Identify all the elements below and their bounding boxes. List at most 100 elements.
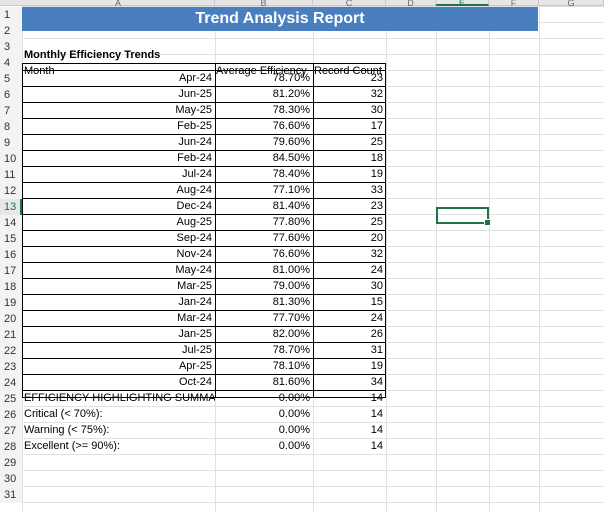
- row-header-20[interactable]: 20: [0, 311, 22, 327]
- record-count-cell[interactable]: 25: [370, 136, 383, 148]
- row-header-30[interactable]: 30: [0, 471, 22, 487]
- month-cell[interactable]: EFFICIENCY HIGHLIGHTING SUMMAR: [24, 392, 215, 404]
- row-header-9[interactable]: 9: [0, 135, 22, 151]
- record-count-cell[interactable]: 17: [370, 120, 383, 132]
- month-cell[interactable]: Feb-25: [177, 120, 212, 132]
- row-header-24[interactable]: 24: [0, 375, 22, 391]
- fill-handle[interactable]: [484, 219, 491, 226]
- month-cell[interactable]: May-24: [175, 264, 212, 276]
- efficiency-cell[interactable]: 82.00%: [272, 328, 310, 340]
- row-header-8[interactable]: 8: [0, 119, 22, 135]
- efficiency-cell[interactable]: 76.60%: [272, 120, 310, 132]
- efficiency-cell[interactable]: 81.00%: [272, 264, 310, 276]
- column-header-a[interactable]: A: [22, 0, 215, 6]
- header-average-efficiency[interactable]: Average Efficiency: [216, 65, 307, 77]
- row-header-6[interactable]: 6: [0, 87, 22, 103]
- efficiency-cell[interactable]: 76.60%: [272, 248, 310, 260]
- record-count-cell[interactable]: 14: [370, 408, 383, 420]
- efficiency-cell[interactable]: 78.30%: [272, 104, 310, 116]
- month-cell[interactable]: Apr-24: [178, 72, 212, 84]
- month-cell[interactable]: Jun-24: [178, 136, 212, 148]
- row-header-12[interactable]: 12: [0, 183, 22, 199]
- efficiency-cell[interactable]: 79.60%: [272, 136, 310, 148]
- efficiency-cell[interactable]: 0.00%: [278, 424, 310, 436]
- efficiency-cell[interactable]: 0.00%: [278, 408, 310, 420]
- column-header-c[interactable]: C: [313, 0, 386, 6]
- active-cell-e13[interactable]: [436, 207, 491, 226]
- row-header-16[interactable]: 16: [0, 247, 22, 263]
- row-header-14[interactable]: 14: [0, 215, 22, 231]
- record-count-cell[interactable]: 20: [370, 232, 383, 244]
- efficiency-cell[interactable]: 84.50%: [272, 152, 310, 164]
- record-count-cell[interactable]: 14: [370, 424, 383, 436]
- record-count-cell[interactable]: 24: [370, 264, 383, 276]
- month-cell[interactable]: Aug-25: [176, 216, 212, 228]
- month-cell[interactable]: Aug-24: [176, 184, 212, 196]
- month-cell[interactable]: Nov-24: [176, 248, 212, 260]
- efficiency-cell[interactable]: 81.40%: [272, 200, 310, 212]
- efficiency-cell[interactable]: 79.00%: [272, 280, 310, 292]
- row-header-13[interactable]: 13: [0, 199, 22, 215]
- month-cell[interactable]: Apr-25: [178, 360, 212, 372]
- month-cell[interactable]: Jun-25: [178, 88, 212, 100]
- report-title[interactable]: Trend Analysis Report: [22, 7, 538, 31]
- efficiency-cell[interactable]: 77.60%: [272, 232, 310, 244]
- record-count-cell[interactable]: 14: [370, 392, 383, 404]
- row-header-10[interactable]: 10: [0, 151, 22, 167]
- record-count-cell[interactable]: 33: [370, 184, 383, 196]
- efficiency-cell[interactable]: 0.00%: [278, 440, 310, 452]
- efficiency-cell[interactable]: 81.60%: [272, 376, 310, 388]
- month-cell[interactable]: Oct-24: [178, 376, 212, 388]
- row-header-3[interactable]: 3: [0, 39, 22, 55]
- record-count-cell[interactable]: 23: [370, 200, 383, 212]
- month-cell[interactable]: Jul-24: [182, 168, 212, 180]
- month-cell[interactable]: Warning (< 75%):: [24, 424, 110, 436]
- row-header-18[interactable]: 18: [0, 279, 22, 295]
- record-count-cell[interactable]: 30: [370, 104, 383, 116]
- month-cell[interactable]: Sep-24: [176, 232, 212, 244]
- month-cell[interactable]: Jul-25: [182, 344, 212, 356]
- month-cell[interactable]: Jan-25: [178, 328, 212, 340]
- month-cell[interactable]: Feb-24: [177, 152, 212, 164]
- column-header-e[interactable]: E: [436, 0, 489, 6]
- row-header-7[interactable]: 7: [0, 103, 22, 119]
- row-header-25[interactable]: 25: [0, 391, 22, 407]
- column-header-f[interactable]: F: [489, 0, 539, 6]
- month-cell[interactable]: Dec-24: [176, 200, 212, 212]
- record-count-cell[interactable]: 32: [370, 248, 383, 260]
- row-header-5[interactable]: 5: [0, 71, 22, 87]
- record-count-cell[interactable]: 25: [370, 216, 383, 228]
- efficiency-cell[interactable]: 78.70%: [272, 72, 310, 84]
- row-header-27[interactable]: 27: [0, 423, 22, 439]
- record-count-cell[interactable]: 19: [370, 360, 383, 372]
- row-header-26[interactable]: 26: [0, 407, 22, 423]
- efficiency-cell[interactable]: 77.10%: [272, 184, 310, 196]
- record-count-cell[interactable]: 31: [370, 344, 383, 356]
- record-count-cell[interactable]: 19: [370, 168, 383, 180]
- row-header-15[interactable]: 15: [0, 231, 22, 247]
- record-count-cell[interactable]: 30: [370, 280, 383, 292]
- efficiency-cell[interactable]: 78.10%: [272, 360, 310, 372]
- row-header-23[interactable]: 23: [0, 359, 22, 375]
- month-cell[interactable]: Mar-25: [177, 280, 212, 292]
- record-count-cell[interactable]: 32: [370, 88, 383, 100]
- efficiency-cell[interactable]: 78.40%: [272, 168, 310, 180]
- row-header-11[interactable]: 11: [0, 167, 22, 183]
- row-header-22[interactable]: 22: [0, 343, 22, 359]
- month-cell[interactable]: May-25: [175, 104, 212, 116]
- row-header-19[interactable]: 19: [0, 295, 22, 311]
- header-month[interactable]: Month: [24, 65, 55, 77]
- month-cell[interactable]: Critical (< 70%):: [24, 408, 103, 420]
- efficiency-cell[interactable]: 77.80%: [272, 216, 310, 228]
- month-cell[interactable]: Excellent (>= 90%):: [24, 440, 120, 452]
- month-cell[interactable]: Jan-24: [178, 296, 212, 308]
- row-header-17[interactable]: 17: [0, 263, 22, 279]
- row-header-2[interactable]: 2: [0, 23, 22, 39]
- row-header-1[interactable]: 1: [0, 7, 22, 23]
- efficiency-cell[interactable]: 77.70%: [272, 312, 310, 324]
- record-count-cell[interactable]: 23: [370, 72, 383, 84]
- month-cell[interactable]: Mar-24: [177, 312, 212, 324]
- record-count-cell[interactable]: 18: [370, 152, 383, 164]
- row-header-28[interactable]: 28: [0, 439, 22, 455]
- efficiency-cell[interactable]: 81.20%: [272, 88, 310, 100]
